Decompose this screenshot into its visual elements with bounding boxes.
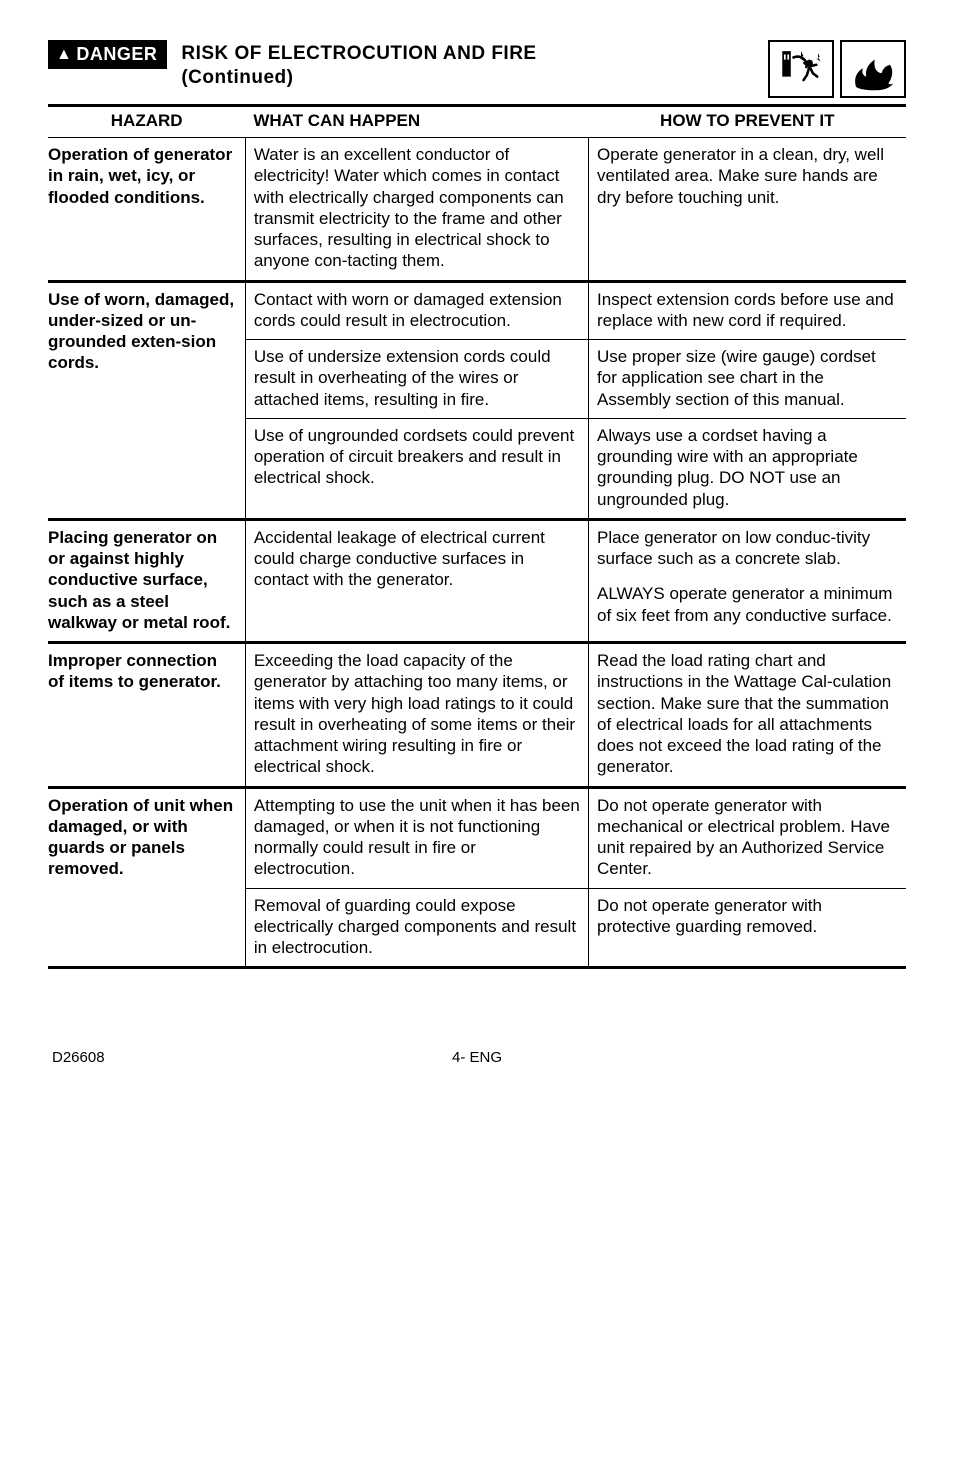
happen-cell: Accidental leakage of electrical current… <box>245 519 588 642</box>
fire-icon <box>840 40 906 98</box>
footer: D26608 4- ENG <box>48 1049 906 1066</box>
prevent-cell: Read the load rating chart and instructi… <box>589 643 906 788</box>
prevent-p2: ALWAYS operate generator a minimum of si… <box>597 583 898 626</box>
table-row: Improper connection of items to generato… <box>48 643 906 788</box>
danger-badge: ▲ DANGER <box>48 40 167 69</box>
prevent-cell: Place generator on low conduc-tivity sur… <box>589 519 906 642</box>
hazard-cell: Operation of unit when damaged, or with … <box>48 787 245 968</box>
prevent-cell: Operate generator in a clean, dry, well … <box>589 138 906 282</box>
happen-cell: Water is an excellent conductor of elect… <box>245 138 588 282</box>
electrocution-icon <box>768 40 834 98</box>
table-row: Placing generator on or against highly c… <box>48 519 906 642</box>
col-header-prevent: HOW TO PREVENT IT <box>589 106 906 138</box>
hazard-cell: Improper connection of items to generato… <box>48 643 245 788</box>
table-row: Operation of generator in rain, wet, icy… <box>48 138 906 282</box>
happen-cell: Contact with worn or damaged extension c… <box>245 281 588 340</box>
table-header-row: HAZARD WHAT CAN HAPPEN HOW TO PREVENT IT <box>48 106 906 138</box>
happen-cell: Attempting to use the unit when it has b… <box>245 787 588 888</box>
title-line2: (Continued) <box>181 67 293 88</box>
happen-cell: Use of undersize extension cords could r… <box>245 340 588 419</box>
prevent-cell: Inspect extension cords before use and r… <box>589 281 906 340</box>
danger-badge-text: DANGER <box>76 44 157 65</box>
happen-cell: Use of ungrounded cordsets could prevent… <box>245 418 588 519</box>
prevent-p1: Place generator on low conduc-tivity sur… <box>597 527 898 570</box>
happen-cell: Exceeding the load capacity of the gener… <box>245 643 588 788</box>
happen-cell: Removal of guarding could expose electri… <box>245 888 588 968</box>
prevent-cell: Always use a cordset having a grounding … <box>589 418 906 519</box>
hazard-cell: Placing generator on or against highly c… <box>48 519 245 642</box>
footer-center: 4- ENG <box>452 1049 502 1066</box>
warning-triangle-icon: ▲ <box>56 47 72 63</box>
section-title: RISK OF ELECTROCUTION AND FIRE (Continue… <box>181 40 754 90</box>
header-row: ▲ DANGER RISK OF ELECTROCUTION AND FIRE … <box>48 40 906 98</box>
prevent-cell: Do not operate generator with mechanical… <box>589 787 906 888</box>
table-row: Use of worn, damaged, under-sized or un-… <box>48 281 906 340</box>
col-header-happen: WHAT CAN HAPPEN <box>245 106 588 138</box>
table-row: Operation of unit when damaged, or with … <box>48 787 906 888</box>
hazard-table: HAZARD WHAT CAN HAPPEN HOW TO PREVENT IT… <box>48 104 906 969</box>
col-header-hazard: HAZARD <box>48 106 245 138</box>
hazard-icons <box>768 40 906 98</box>
prevent-cell: Do not operate generator with protective… <box>589 888 906 968</box>
hazard-cell: Operation of generator in rain, wet, icy… <box>48 138 245 282</box>
footer-left: D26608 <box>52 1049 105 1066</box>
hazard-cell: Use of worn, damaged, under-sized or un-… <box>48 281 245 519</box>
title-line1: RISK OF ELECTROCUTION AND FIRE <box>181 43 536 64</box>
prevent-cell: Use proper size (wire gauge) cordset for… <box>589 340 906 419</box>
